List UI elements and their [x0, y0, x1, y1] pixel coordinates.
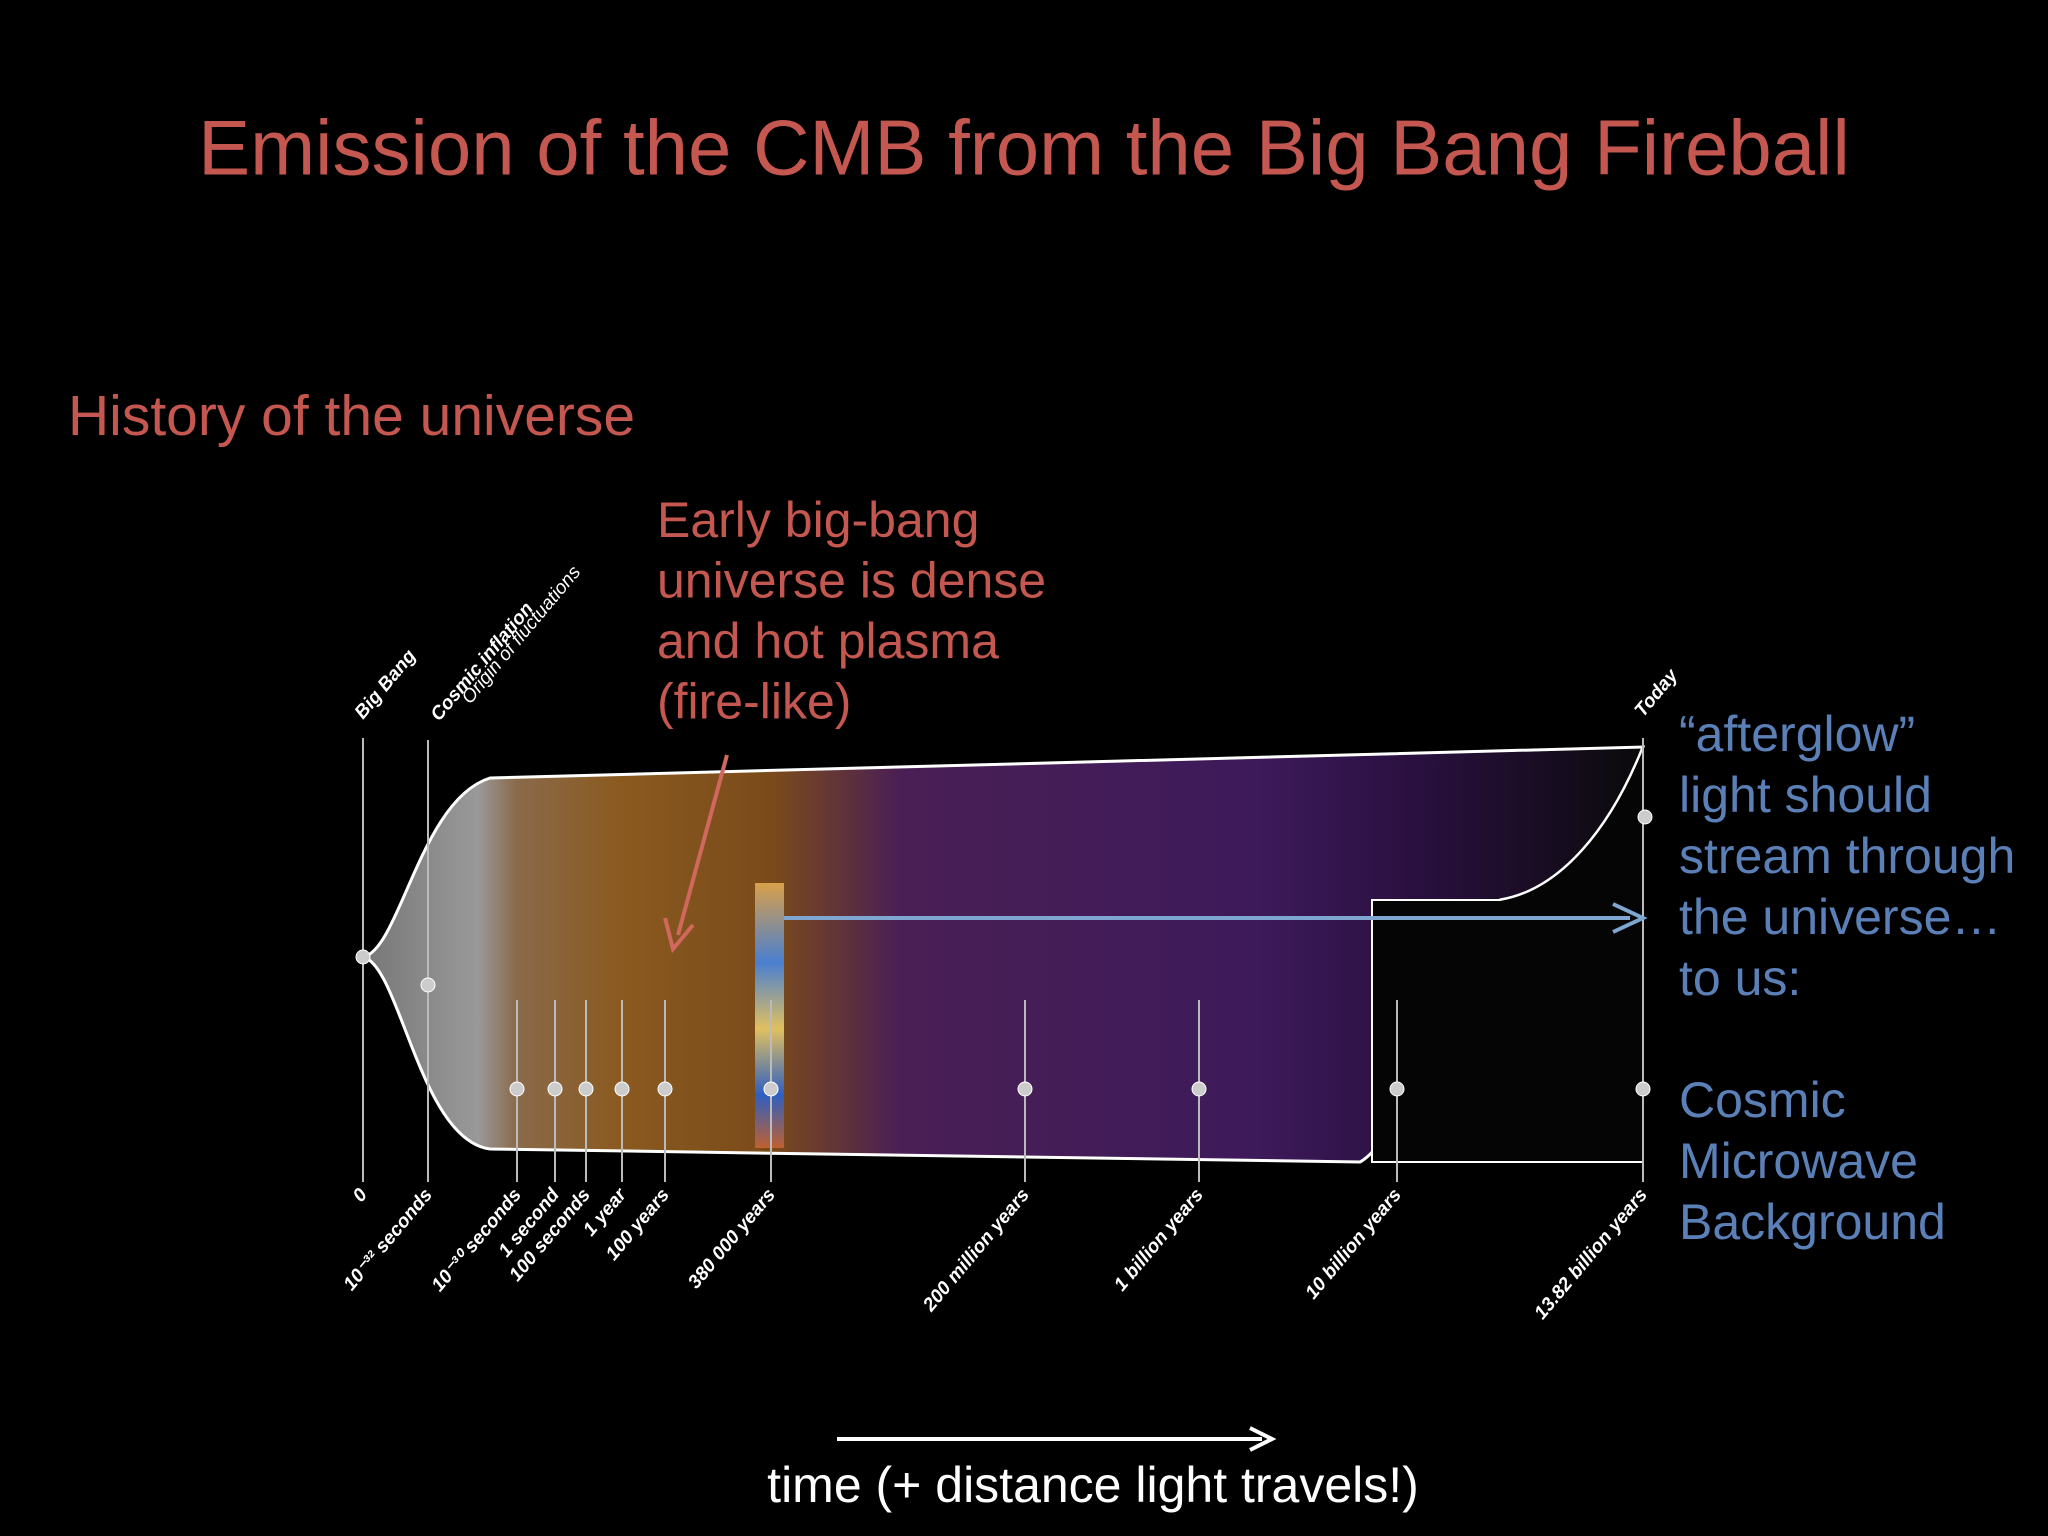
epoch-title: Today	[1631, 664, 1684, 721]
cmb-line: Background	[1679, 1194, 1946, 1250]
cmb-line: Cosmic	[1679, 1072, 1846, 1128]
light-arrow-head	[1612, 902, 1648, 934]
epoch-dot	[1017, 1081, 1033, 1097]
afterglow-line: light should	[1679, 767, 1932, 823]
annotation-line: (fire-like)	[657, 674, 851, 730]
pointer-arrow-head	[663, 917, 695, 954]
epoch-dot	[1637, 809, 1653, 825]
epoch-dot	[1635, 1081, 1651, 1097]
afterglow-line: to us:	[1679, 950, 1801, 1006]
afterglow-line: the universe…	[1679, 889, 2001, 945]
time-label: 1 billion years	[1110, 1185, 1208, 1296]
cmb-line: Microwave	[1679, 1133, 1918, 1189]
time-label: 10 billion years	[1301, 1185, 1405, 1304]
epoch-title: Cosmic inflation	[427, 598, 538, 725]
epoch-title: Origin of fluctuations	[458, 562, 586, 709]
afterglow-line: stream through	[1679, 828, 2015, 884]
epoch-dot	[763, 1081, 779, 1097]
afterglow-line: “afterglow”	[1679, 706, 1915, 762]
title: Emission of the CMB from the Big Bang Fi…	[198, 104, 1850, 192]
pointer-arrow	[676, 754, 729, 936]
subtitle: History of the universe	[68, 384, 635, 448]
cmb-stripe	[755, 883, 784, 1148]
epoch-dot	[355, 949, 371, 965]
time-label: 200 million years	[919, 1185, 1034, 1317]
epoch-dot	[657, 1081, 673, 1097]
epoch-title: Big Bang	[351, 646, 421, 724]
epoch-dot	[578, 1081, 594, 1097]
time-label: 380 000 years	[684, 1185, 780, 1293]
epoch-dot	[1389, 1081, 1405, 1097]
annotation-line: universe is dense	[657, 553, 1046, 609]
time-label: 0	[349, 1184, 372, 1206]
time-label: 10⁻³² seconds	[340, 1185, 437, 1295]
epoch-dot	[1191, 1081, 1207, 1097]
epoch-dot	[547, 1081, 563, 1097]
annotation-line: Early big-bang	[657, 492, 979, 548]
epoch-dot	[614, 1081, 630, 1097]
epoch-dot	[420, 977, 436, 993]
time-caption: time (+ distance light travels!)	[767, 1457, 1419, 1513]
annotation-line: and hot plasma	[657, 613, 999, 669]
time-label: 13.82 billion years	[1531, 1185, 1652, 1324]
epoch-dot	[509, 1081, 525, 1097]
time-arrow-head	[1249, 1426, 1277, 1452]
